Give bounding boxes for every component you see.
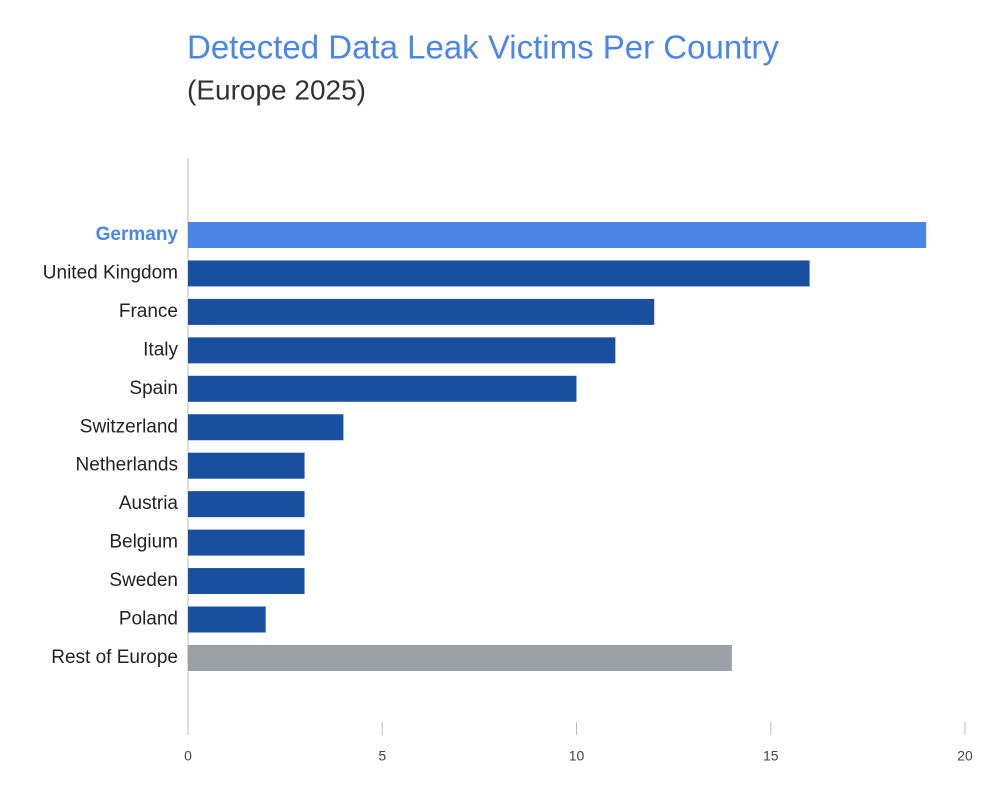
y-tick-label: Italy (143, 339, 178, 360)
y-tick-label: Belgium (109, 532, 178, 553)
y-tick-label: United Kingdom (43, 262, 178, 283)
y-tick-label: Spain (129, 378, 178, 399)
x-tick-label: 5 (378, 748, 386, 764)
y-tick-label: Germany (96, 224, 179, 245)
bar (188, 491, 305, 518)
y-tick-label: Austria (119, 493, 179, 514)
x-tick-label: 10 (569, 748, 585, 764)
bar (188, 337, 616, 364)
bar (188, 529, 305, 556)
chart-title: Detected Data Leak Victims Per Country (187, 29, 779, 66)
x-tick-label: 0 (184, 748, 192, 764)
bar (188, 375, 577, 402)
bar (188, 414, 344, 441)
bar (188, 298, 655, 325)
y-tick-label: Sweden (109, 570, 178, 591)
bar (188, 606, 266, 633)
y-tick-label: Rest of Europe (51, 647, 178, 668)
y-tick-label: France (119, 301, 178, 322)
y-tick-label: Switzerland (80, 416, 178, 437)
bar (188, 222, 927, 248)
y-tick-label: Poland (119, 609, 178, 630)
y-tick-label: Netherlands (76, 455, 178, 476)
bar (188, 568, 305, 595)
x-tick-label: 20 (957, 748, 973, 764)
x-tick-label: 15 (763, 748, 779, 764)
chart-subtitle: (Europe 2025) (187, 74, 366, 105)
bar (188, 260, 810, 287)
bar (188, 644, 732, 671)
bar (188, 452, 305, 479)
